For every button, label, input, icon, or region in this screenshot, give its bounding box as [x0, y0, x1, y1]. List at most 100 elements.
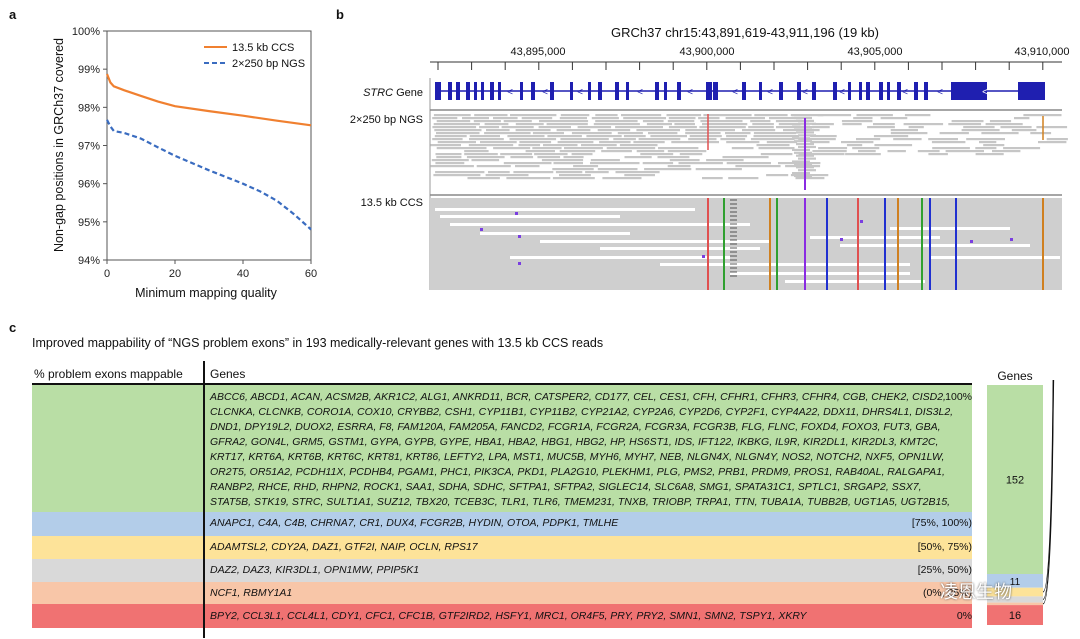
- ngs-read: [623, 117, 666, 120]
- panel-c-title: Improved mappability of “NGS problem exo…: [32, 336, 604, 350]
- ngs-read: [700, 120, 743, 123]
- ngs-read: [818, 147, 848, 150]
- ngs-read: [432, 117, 458, 120]
- ngs-read: [521, 117, 553, 120]
- strand-arrow-icon: <: [802, 87, 808, 98]
- genome-browser-b: GRCh37 chr15:43,891,619-43,911,196 (19 k…: [350, 25, 1070, 290]
- strand-arrow-icon: <: [542, 87, 548, 98]
- ngs-read: [908, 126, 924, 129]
- ngs-read: [975, 147, 997, 150]
- ngs-read: [903, 123, 944, 126]
- ngs-read: [484, 123, 509, 126]
- ngs-read: [841, 120, 873, 123]
- ngs-read: [939, 132, 969, 135]
- ngs-read: [591, 117, 619, 120]
- ngs-read: [748, 126, 774, 129]
- ngs-read: [754, 114, 788, 117]
- ngs-read: [636, 150, 665, 153]
- ngs-read: [636, 129, 680, 132]
- strand-arrow-icon: <: [577, 87, 583, 98]
- ngs-read: [555, 171, 583, 174]
- x-tick-label: 20: [169, 268, 181, 280]
- x-axis-label: Minimum mapping quality: [135, 286, 277, 300]
- table-row: [50%, 75%) ADAMTSL2, CDY2A, DAZ1, GTF2I,…: [32, 536, 972, 559]
- ngs-read: [534, 153, 568, 156]
- genes-stacked-bar: 1521675211: [987, 380, 1055, 625]
- ngs-read: [873, 123, 895, 126]
- bar-chart-title: Genes: [997, 369, 1033, 383]
- row-pct: [75%, 100%): [911, 517, 972, 529]
- ngs-read: [667, 150, 707, 153]
- ccs-read-gap: [450, 223, 750, 226]
- ccs-indel-mark: [702, 255, 705, 258]
- ngs-read: [617, 132, 643, 135]
- ngs-read: [758, 147, 795, 150]
- ngs-read: [503, 120, 532, 123]
- row-genes: BPY2, CCL3L1, CCL4L1, CDY1, CFC1, CFC1B,…: [210, 610, 807, 622]
- ngs-read: [577, 126, 612, 129]
- x-tick-label: 0: [104, 268, 110, 280]
- ngs-read: [785, 165, 821, 168]
- y-tick-label: 98%: [78, 102, 100, 114]
- ngs-read: [798, 122, 816, 125]
- ngs-read: [615, 126, 663, 129]
- ngs-read: [706, 159, 744, 162]
- ngs-read: [1046, 138, 1068, 141]
- gene-exon: [924, 82, 928, 100]
- gene-exon: [866, 82, 870, 100]
- ngs-read: [666, 114, 702, 117]
- ngs-read: [742, 129, 776, 132]
- ngs-read: [433, 123, 480, 126]
- ngs-read: [794, 151, 812, 154]
- ngs-read: [437, 141, 476, 144]
- ngs-read: [792, 160, 810, 163]
- ngs-read: [509, 138, 557, 141]
- ngs-read: [961, 129, 1000, 132]
- ngs-read: [812, 123, 834, 126]
- gene-exon: [833, 82, 837, 100]
- ngs-read: [945, 150, 984, 153]
- ngs-read: [726, 141, 760, 144]
- ccs-read-gap: [730, 272, 910, 275]
- ngs-read: [810, 141, 830, 144]
- ngs-read: [486, 129, 510, 132]
- ngs-read: [667, 165, 691, 168]
- ccs-read-gap: [480, 232, 630, 235]
- ngs-read: [624, 156, 652, 159]
- bar-segment: [987, 605, 1043, 625]
- table-row: [25%, 50%) DAZ2, DAZ3, KIR3DL1, OPN1MW, …: [32, 559, 972, 582]
- ngs-read: [817, 114, 852, 117]
- ccs-read-gap: [840, 244, 1030, 247]
- ngs-read: [1030, 132, 1052, 135]
- ngs-read: [750, 138, 795, 141]
- ngs-read: [699, 126, 746, 129]
- ngs-read: [852, 147, 880, 150]
- y-tick-label: 97%: [78, 141, 100, 153]
- ngs-read: [590, 159, 620, 162]
- ngs-read: [798, 145, 816, 149]
- ngs-read: [880, 117, 908, 120]
- ngs-read: [624, 174, 655, 177]
- ngs-read: [431, 159, 469, 162]
- x-tick-label: 60: [305, 268, 317, 280]
- ngs-read: [571, 132, 612, 135]
- ngs-read: [644, 168, 692, 171]
- ruler-tick-label: 43,910,000: [1014, 46, 1069, 58]
- ngs-read: [519, 141, 552, 144]
- row-pct: (0%, 25%): [922, 587, 972, 599]
- legend-label-ccs: 13.5 kb CCS: [232, 42, 294, 54]
- ngs-read: [436, 120, 471, 123]
- ngs-read: [506, 177, 551, 180]
- ngs-read: [573, 165, 599, 168]
- ngs-read: [688, 138, 717, 141]
- ngs-read: [646, 123, 672, 126]
- strand-arrow-icon: <: [732, 87, 738, 98]
- ngs-read: [752, 123, 774, 126]
- ngs-read: [469, 135, 500, 138]
- y-tick-label: 95%: [78, 217, 100, 229]
- ngs-read: [581, 144, 617, 147]
- ccs-indel-mark: [518, 235, 521, 238]
- ngs-read: [720, 138, 746, 141]
- gene-exon: [859, 82, 862, 100]
- gene-exon: [812, 82, 816, 100]
